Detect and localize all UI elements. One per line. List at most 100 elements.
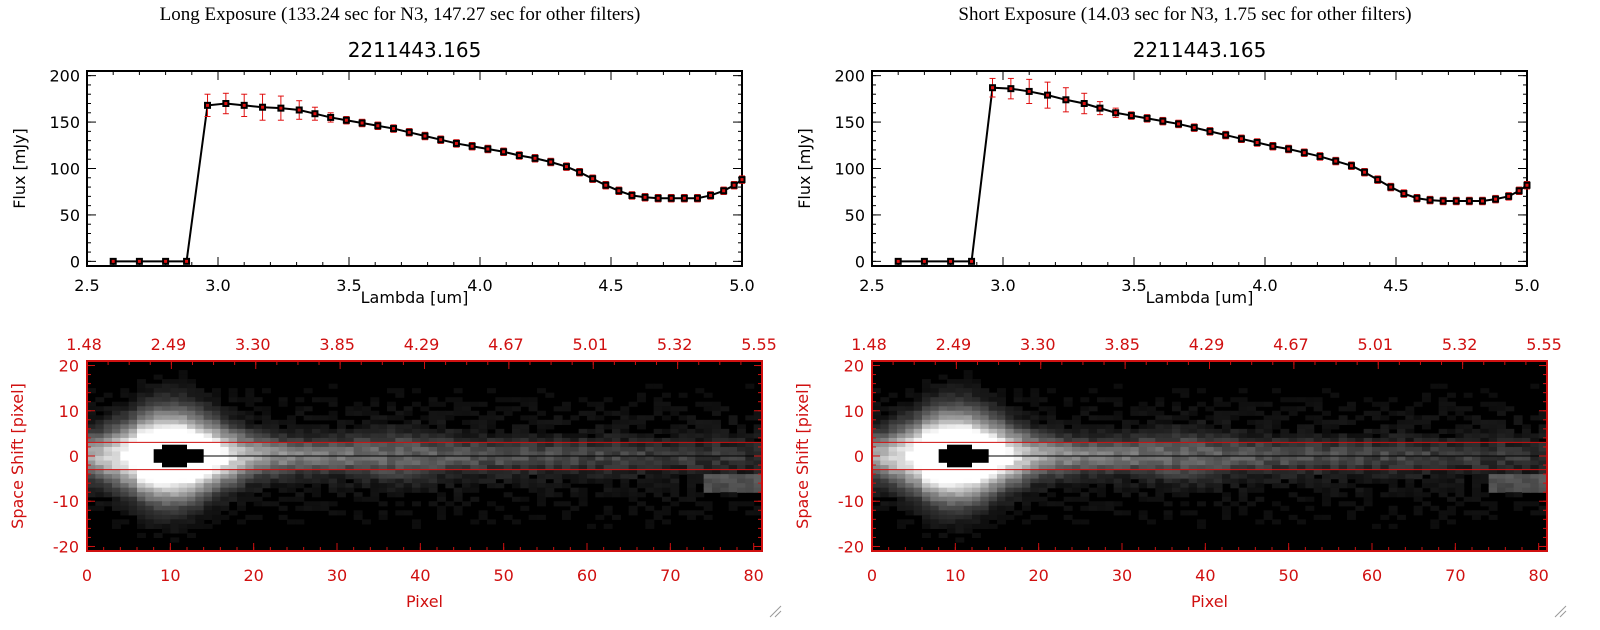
image-cell [1197,456,1206,462]
image-cell [128,492,138,498]
image-cell [972,492,981,498]
image-cell [1030,514,1040,520]
image-cell [145,510,155,516]
image-cell [1388,460,1398,466]
image-cell [170,397,180,403]
image-cell [103,492,113,498]
image-cell [1430,483,1440,489]
image-cell [437,419,446,425]
image-cell [1463,392,1473,398]
image-cell [1088,451,1098,457]
image-cell [1138,446,1148,453]
image-cell [120,474,130,480]
image-cell [503,469,513,475]
image-cell [453,401,463,407]
image-cell [462,437,471,444]
image-cell [337,510,346,516]
image-cell [403,451,413,457]
image-cell [980,496,990,502]
image-cell [720,474,730,480]
image-cell [453,451,463,457]
image-cell [603,492,613,498]
image-cell [997,415,1006,421]
image-cell [645,433,655,439]
image-cell [1230,428,1240,434]
image-cell [278,442,288,448]
resize-grip-icon[interactable] [1553,604,1567,618]
image-cell [253,501,263,507]
image-cell [570,487,580,493]
image-cell [537,478,546,484]
image-cell [220,487,230,493]
image-cell [905,505,915,511]
resize-grip-icon[interactable] [768,604,782,618]
image-cell [1063,496,1073,502]
image-cell [1080,451,1090,457]
image-cell [370,424,380,430]
image-cell [1163,424,1173,430]
image-cell [570,446,580,453]
image-cell [570,437,580,444]
image-cell [1530,451,1540,457]
image-cell [695,388,705,394]
image-cell [1497,460,1506,466]
image-cell [1130,410,1140,416]
image-cell [178,424,188,430]
image-cell [212,433,221,439]
image-cell [1388,456,1398,462]
top-axis-tick-label: 2.49 [151,335,187,354]
image-cell [1038,446,1048,453]
image-cell [162,465,171,471]
image-cell [295,456,305,462]
image-cell [512,469,521,475]
image-cell [1122,437,1131,444]
image-cell [703,505,713,511]
image-cell [462,483,471,489]
image-cell [578,437,588,444]
image-cell [1172,446,1181,453]
image-cell [212,428,221,434]
image-cell [295,465,305,471]
image-cell [303,428,313,434]
image-cell [328,446,338,453]
x-tick-label: 3.5 [1121,276,1146,295]
image-cell [328,401,338,407]
image-cell [1197,388,1206,394]
image-cell [905,474,915,480]
image-cell [938,424,948,430]
image-cell [687,496,696,502]
image-cell [1263,428,1273,434]
image-cell [262,474,271,480]
image-cell [653,446,663,453]
image-cell [1413,446,1423,453]
image-cell [1213,437,1223,444]
image-cell [888,442,898,448]
image-cell [1513,442,1523,448]
image-cell [1163,433,1173,439]
image-cell [628,456,638,462]
image-cell [922,415,931,421]
image-cell [728,492,738,498]
image-cell [637,424,646,430]
image-cell [1038,469,1048,475]
image-cell [905,487,915,493]
image-cell [1322,501,1331,507]
image-cell [922,505,931,511]
image-cell [112,406,121,412]
image-cell [378,469,388,475]
image-cell [145,474,155,480]
image-cell [1155,460,1165,466]
image-cell [612,469,621,475]
image-cell [512,428,521,434]
image-cell [1447,474,1456,480]
image-cell [1347,442,1356,448]
image-cell [187,514,196,520]
image-cell [1247,456,1256,462]
image-cell [162,383,171,389]
image-cell [187,397,196,403]
top-axis-tick-label: 3.30 [1020,335,1056,354]
image-cell [1472,460,1481,466]
image-cell [1538,469,1548,475]
long-exposure-panel: Long Exposure (133.24 sec for N3, 147.27… [8,4,782,618]
